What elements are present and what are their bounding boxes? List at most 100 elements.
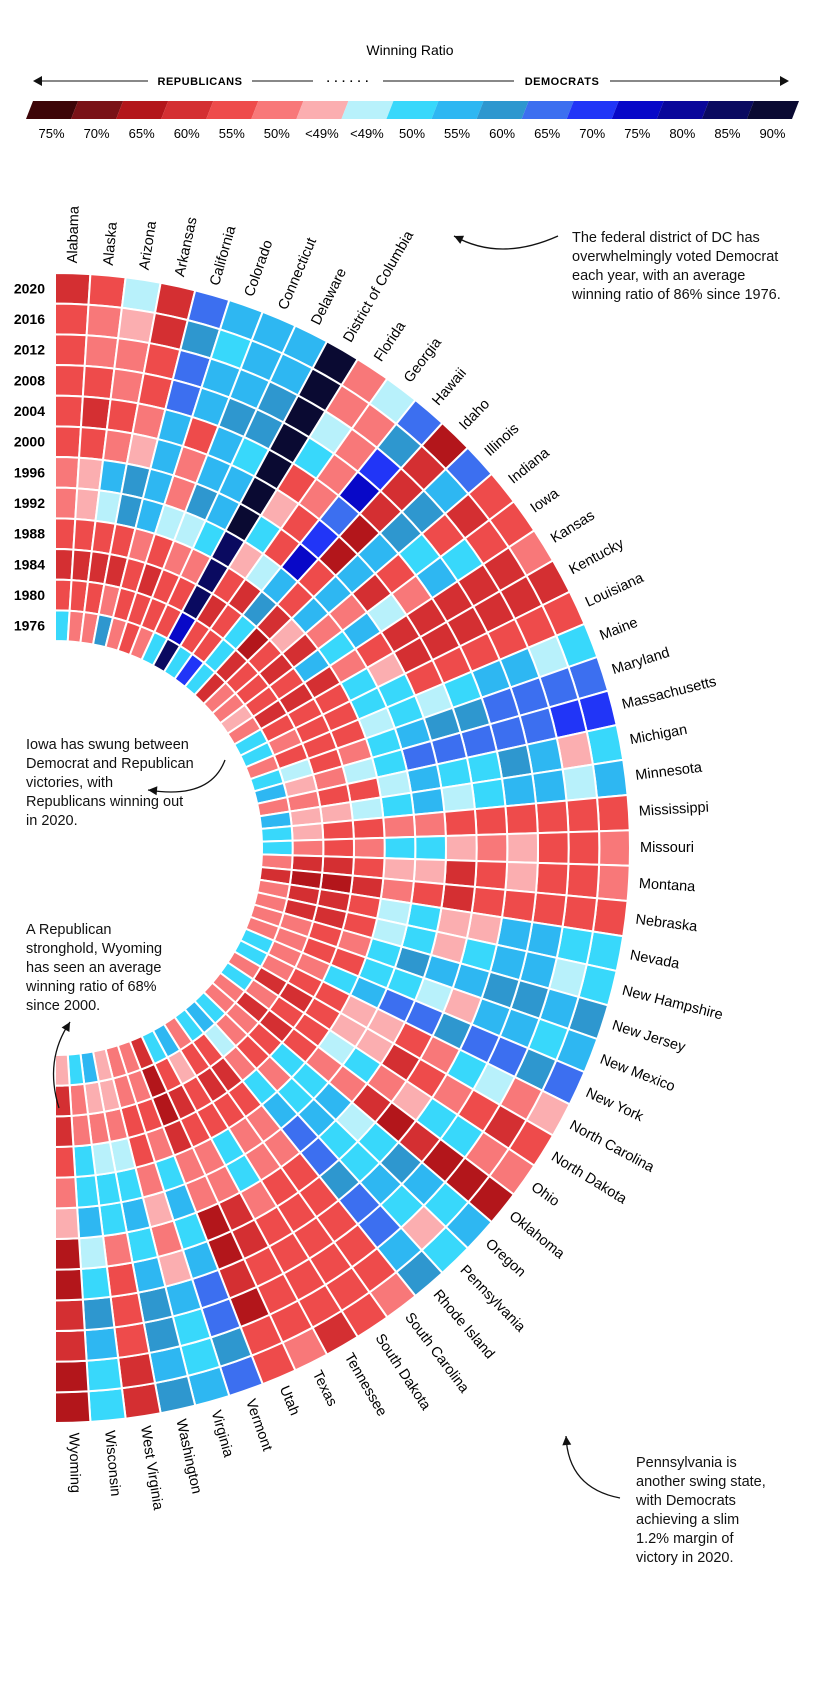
state-label: Wisconsin bbox=[101, 1430, 123, 1497]
state-label: Montana bbox=[638, 876, 696, 896]
state-label: Virginia bbox=[208, 1408, 237, 1460]
heatmap-cell bbox=[565, 862, 601, 900]
legend-tick-label: 50% bbox=[399, 126, 425, 141]
state-label: Arizona bbox=[137, 219, 160, 271]
state-label: Tennessee bbox=[341, 1351, 390, 1420]
state-label: Vermont bbox=[242, 1397, 275, 1453]
annotation-arrows bbox=[52, 235, 621, 1499]
legend-tick-label: <49% bbox=[350, 126, 384, 141]
state-label: Minnesota bbox=[635, 760, 704, 784]
heatmap-cell bbox=[321, 819, 355, 841]
heatmap-cell bbox=[83, 1326, 120, 1362]
heatmap-cell bbox=[351, 816, 386, 840]
legend: Winning Ratio REPUBLICANS DEMOCRATS · · · ·… bbox=[26, 42, 799, 141]
heatmap-cell bbox=[54, 517, 77, 551]
state-label: Oregon bbox=[482, 1236, 529, 1280]
heatmap-cell bbox=[54, 302, 90, 337]
heatmap-cell bbox=[506, 832, 540, 864]
legend-tick-label: 70% bbox=[579, 126, 605, 141]
state-label: Michigan bbox=[629, 722, 689, 748]
state-label: Delaware bbox=[308, 266, 350, 328]
state-label: Nevada bbox=[629, 947, 682, 972]
heatmap-cell bbox=[85, 303, 124, 340]
left-arrow-icon bbox=[33, 76, 42, 86]
heatmap-cell bbox=[54, 1359, 90, 1394]
legend-swatch bbox=[611, 101, 664, 119]
heatmap-cell bbox=[79, 1265, 112, 1301]
heatmap-cell bbox=[54, 394, 84, 429]
legend-tick-label: 75% bbox=[39, 126, 65, 141]
heatmap-cell bbox=[79, 395, 112, 431]
state-label: Missouri bbox=[640, 840, 694, 856]
dc-arrow-head-icon bbox=[454, 235, 465, 244]
year-label: 1988 bbox=[14, 526, 45, 542]
year-label: 1984 bbox=[14, 556, 45, 572]
legend-swatch bbox=[656, 101, 709, 119]
legend-swatch bbox=[746, 101, 799, 119]
legend-dots: · · · · · · bbox=[327, 76, 370, 88]
heatmap-cell bbox=[504, 860, 539, 894]
legend-title: Winning Ratio bbox=[366, 42, 453, 58]
state-label: Colorado bbox=[242, 238, 277, 299]
heatmap-cell bbox=[598, 829, 631, 867]
state-label: Idaho bbox=[456, 396, 493, 433]
year-label: 2016 bbox=[14, 311, 45, 327]
legend-swatch bbox=[26, 101, 79, 119]
heatmap-rings bbox=[54, 271, 631, 1425]
heatmap-cell bbox=[475, 833, 509, 863]
heatmap-cell bbox=[54, 1114, 75, 1149]
legend-republicans-label-bg bbox=[148, 72, 252, 90]
year-labels: 2020 2016 2012 2008 2004 2000 1996 1992 1988 1984… bbox=[14, 280, 45, 633]
heatmap-cell bbox=[113, 1321, 151, 1359]
heatmap-cell bbox=[443, 859, 478, 888]
dc-annotation: The federal district of DC has overwhelm… bbox=[572, 230, 781, 303]
heatmap-cell bbox=[290, 822, 325, 842]
heatmap-cell bbox=[567, 830, 601, 866]
heatmap-cell bbox=[534, 799, 570, 835]
heatmap-cell bbox=[54, 1237, 83, 1271]
state-label: Hawaii bbox=[429, 365, 469, 408]
legend-tick-label: 85% bbox=[714, 126, 740, 141]
iowa-arrow bbox=[147, 759, 226, 793]
year-label: 2004 bbox=[14, 403, 45, 419]
wyoming-arrow-head-icon bbox=[61, 1022, 70, 1033]
state-label: Wyoming bbox=[65, 1432, 83, 1493]
heatmap-cell bbox=[85, 1356, 124, 1393]
heatmap-cell bbox=[595, 863, 631, 903]
legend-tick-label: 90% bbox=[759, 126, 785, 141]
legend-swatch bbox=[71, 101, 124, 119]
heatmap-cell bbox=[444, 833, 478, 863]
state-label: Illinois bbox=[482, 421, 523, 460]
wyoming-arrow bbox=[52, 1021, 71, 1109]
heatmap-cell bbox=[414, 834, 448, 862]
state-label: Utah bbox=[276, 1384, 303, 1418]
heatmap-cell bbox=[291, 838, 325, 858]
heatmap-cell bbox=[87, 273, 127, 309]
heatmap-cell bbox=[565, 796, 601, 834]
heatmap-cell bbox=[101, 1231, 134, 1268]
heatmap-cell bbox=[412, 810, 447, 838]
heatmap-cell bbox=[561, 894, 599, 933]
heatmap-cell bbox=[260, 824, 294, 843]
legend-swatch bbox=[341, 101, 394, 119]
legend-tick-label: 65% bbox=[129, 126, 155, 141]
heatmap-cell bbox=[322, 837, 355, 859]
right-arrow-icon bbox=[780, 76, 789, 86]
legend-tick-label: <49% bbox=[305, 126, 339, 141]
heatmap-cell bbox=[382, 813, 417, 839]
heatmap-cell bbox=[531, 768, 568, 805]
heatmap-cell bbox=[87, 1387, 127, 1423]
state-label: New York bbox=[583, 1085, 646, 1125]
legend-swatch bbox=[701, 101, 754, 119]
year-label: 1992 bbox=[14, 495, 45, 511]
heatmap-cell bbox=[68, 1082, 90, 1117]
legend-swatch bbox=[566, 101, 619, 119]
heatmap-cell bbox=[109, 1291, 145, 1329]
heatmap-cell bbox=[81, 364, 116, 401]
state-label: Maryland bbox=[610, 645, 672, 678]
heatmap-cell bbox=[54, 425, 83, 459]
heatmap-cell bbox=[412, 858, 447, 886]
heatmap-cell bbox=[54, 486, 79, 521]
state-label: California bbox=[207, 223, 239, 287]
pennsylvania-arrow bbox=[565, 1435, 621, 1499]
